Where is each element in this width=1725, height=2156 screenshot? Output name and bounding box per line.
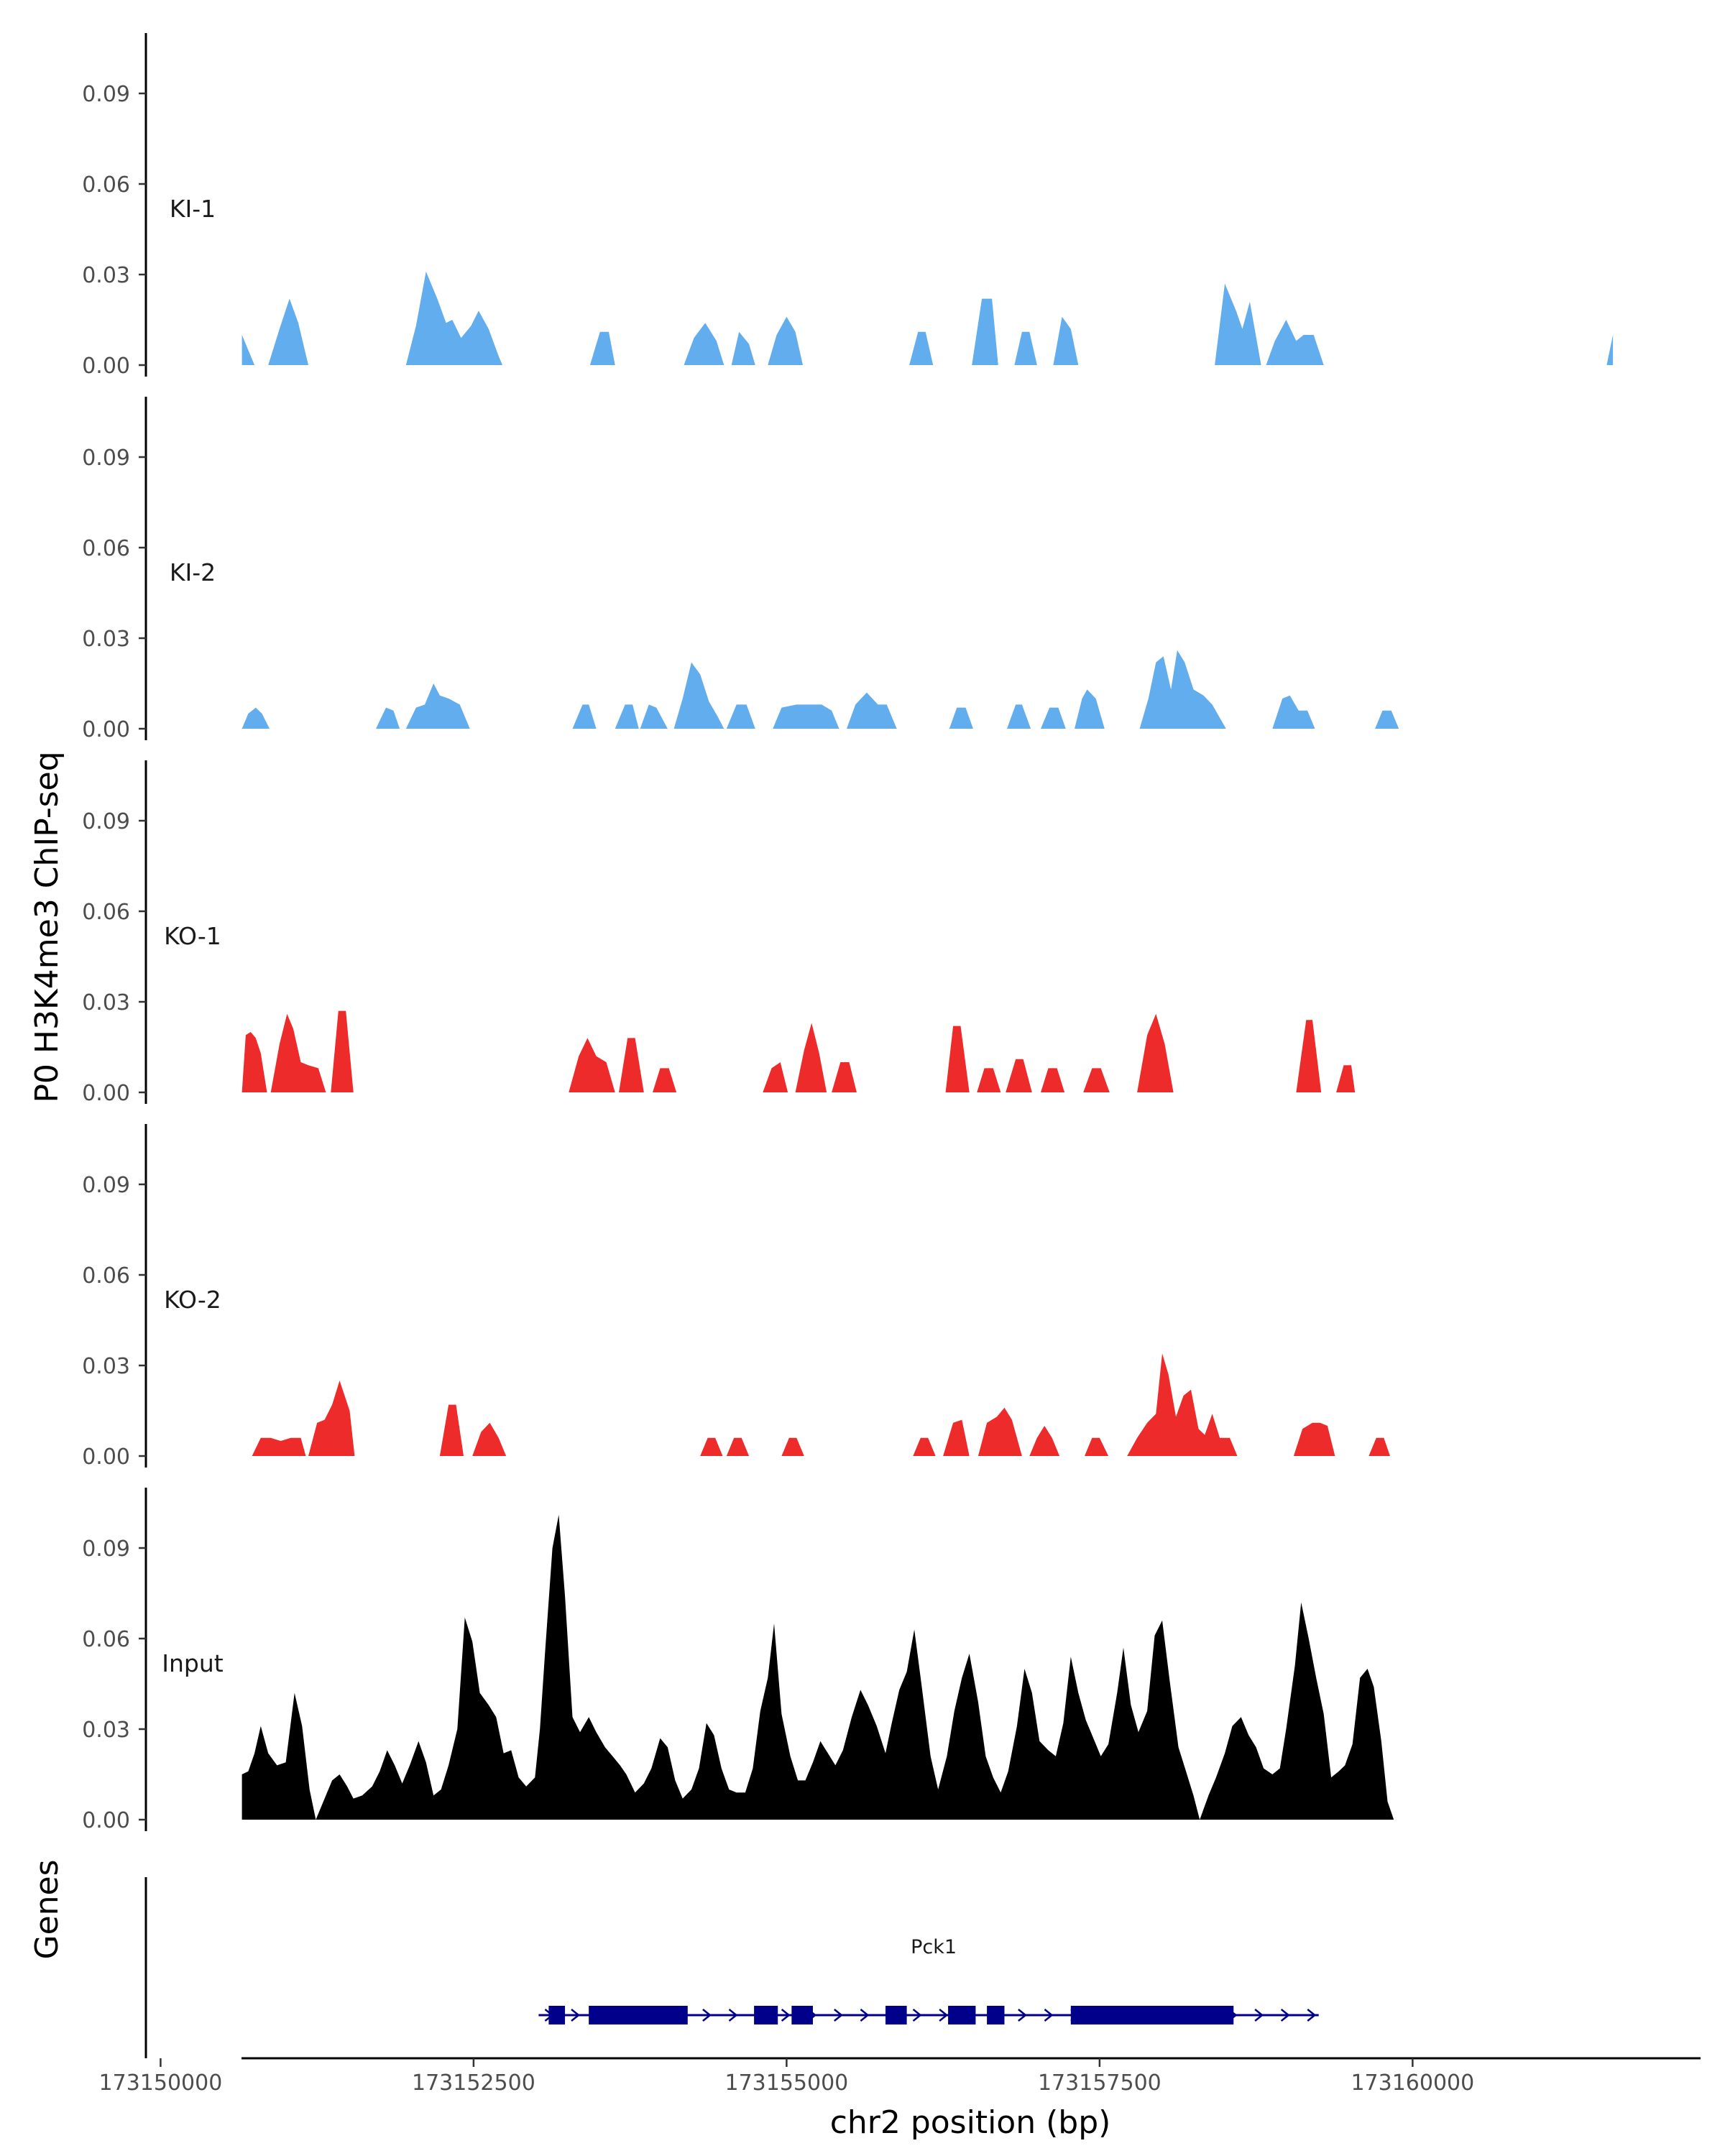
exon-block: [791, 2006, 813, 2024]
y-tick-label: 0.03: [82, 1718, 130, 1743]
x-axis: 173150000 173152500 173155000 173157500 1731…: [99, 2057, 1701, 2096]
track-label: Input: [162, 1649, 224, 1677]
exon-block: [548, 2006, 566, 2024]
genes-axis-title: Genes: [29, 1859, 65, 1959]
track-label: KI-1: [170, 195, 216, 223]
track-ki-1: 0.00 0.03 0.06 0.09 KI-1: [82, 33, 1614, 379]
exon-block: [589, 2006, 688, 2024]
strand-arrow: [939, 2009, 949, 2022]
strand-arrow: [702, 2009, 712, 2022]
x-axis-title: chr2 position (bp): [830, 2104, 1111, 2141]
exon-block: [754, 2006, 778, 2024]
y-tick-label: 0.09: [82, 809, 130, 834]
y-tick-label: 0.00: [82, 1081, 130, 1106]
y-tick-label: 0.00: [82, 1445, 130, 1470]
track-ki-2: 0.00 0.03 0.06 0.09 KI-2: [82, 397, 1399, 742]
y-tick-label: 0.06: [82, 536, 130, 561]
signal-area-ko-1: [242, 1010, 1356, 1092]
signal-area-input: [242, 1514, 1394, 1820]
x-tick-label: 173157500: [1038, 2070, 1162, 2096]
exon-block: [886, 2006, 907, 2024]
y-tick-label: 0.09: [82, 1537, 130, 1562]
x-tick-label: 173152500: [412, 2070, 535, 2096]
y-tick-label: 0.09: [82, 82, 130, 107]
strand-arrow: [1254, 2009, 1264, 2022]
y-tick-label: 0.00: [82, 717, 130, 742]
y-tick-label: 0.00: [82, 354, 130, 379]
track-label: KO-1: [164, 922, 221, 950]
y-tick-label: 0.03: [82, 990, 130, 1015]
y-tick-label: 0.09: [82, 1173, 130, 1198]
strand-arrow: [834, 2009, 843, 2022]
gene-name-label: Pck1: [911, 1936, 957, 1958]
strand-arrow: [1044, 2009, 1054, 2022]
y-tick-label: 0.09: [82, 446, 130, 471]
exon-block: [948, 2006, 976, 2024]
exon-block: [987, 2006, 1005, 2024]
y-tick-label: 0.06: [82, 900, 130, 925]
track-label: KI-2: [170, 558, 216, 586]
strand-arrow: [728, 2009, 738, 2022]
y-axis-title: P0 H3K4me3 ChIP-seq: [29, 751, 65, 1102]
x-tick-label: 173160000: [1351, 2070, 1474, 2096]
y-tick-label: 0.06: [82, 172, 130, 198]
x-tick-label: 173155000: [724, 2070, 848, 2096]
strand-arrow: [912, 2009, 922, 2022]
strand-arrow: [781, 2009, 791, 2022]
signal-tracks: 0.00 0.03 0.06 0.09 KI-1 0.00 0.03 0.06 0.09 KI-2…: [82, 33, 1614, 1833]
strand-arrow: [860, 2009, 870, 2022]
signal-area-ki-1: [242, 271, 1614, 365]
gene-panel: Pck1: [144, 1877, 1319, 2058]
strand-arrow: [1018, 2009, 1027, 2022]
y-tick-label: 0.06: [82, 1627, 130, 1652]
track-label: KO-2: [164, 1286, 221, 1314]
track-ko-1: 0.00 0.03 0.06 0.09 KO-1: [82, 760, 1356, 1106]
y-tick-label: 0.06: [82, 1263, 130, 1289]
y-tick-label: 0.03: [82, 263, 130, 288]
strand-arrow: [1307, 2009, 1317, 2022]
y-tick-label: 0.00: [82, 1808, 130, 1833]
strand-arrow: [1280, 2009, 1290, 2022]
signal-area-ki-2: [242, 650, 1399, 729]
track-ko-2: 0.00 0.03 0.06 0.09 KO-2: [82, 1124, 1391, 1470]
y-tick-label: 0.03: [82, 627, 130, 652]
signal-area-ko-2: [252, 1353, 1391, 1456]
track-input: 0.00 0.03 0.06 0.09 Input: [82, 1488, 1394, 1833]
y-tick-label: 0.03: [82, 1354, 130, 1379]
exon-block: [1070, 2006, 1234, 2024]
x-tick-label: 173150000: [99, 2070, 223, 2096]
strand-arrow: [571, 2009, 581, 2022]
